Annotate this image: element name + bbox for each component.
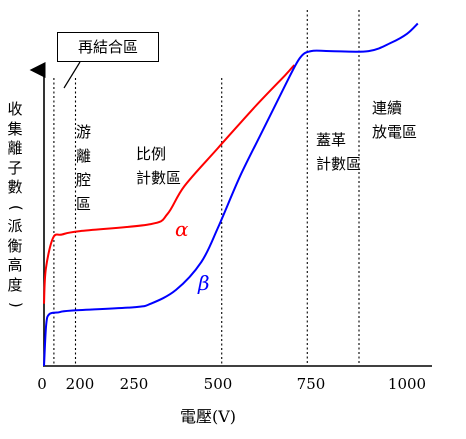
region-ionization-line-4: 區 — [76, 195, 92, 213]
series-lines — [43, 22, 419, 367]
x-tick-label: 250 — [120, 375, 149, 393]
x-tick-label: 200 — [66, 375, 95, 393]
region-ionization-line-2: 離 — [76, 147, 92, 165]
region-proportional-line-1: 比例 — [136, 145, 167, 163]
region-proportional-line-2: 計數區 — [136, 169, 182, 187]
x-tick-labels: 0 200 250 500 750 1000 — [37, 375, 426, 393]
x-tick-label: 750 — [297, 375, 326, 393]
region-ionization-line-1: 游 — [76, 123, 92, 141]
y-axis-label-char: ) — [6, 301, 25, 308]
x-tick-label: 1000 — [388, 375, 426, 393]
region-ionization-chamber: 游 離 腔 區 — [76, 120, 91, 216]
series-beta-line — [43, 22, 419, 367]
callout-pointer — [63, 61, 81, 89]
y-axis-label-char: 數 — [7, 178, 23, 196]
y-axis-label-char: 收 — [7, 100, 23, 118]
y-axis-label-char: 集 — [7, 119, 23, 138]
series-label-alpha: α — [175, 217, 189, 241]
region-continuous-line-1: 連續 — [372, 99, 403, 117]
x-tick-label: 0 — [37, 375, 47, 393]
y-axis-label: 收集離子數 ( 派衡高度) — [6, 100, 25, 315]
y-axis-label-char: 子 — [7, 158, 23, 177]
y-axis-label-char: 衡 — [7, 236, 23, 255]
region-geiger: 蓋革 計數區 — [316, 128, 361, 176]
y-axis-label-char: 度 — [7, 275, 23, 294]
y-axis-label-char: ( — [6, 204, 25, 211]
region-continuous-discharge: 連續 放電區 — [372, 96, 417, 144]
y-axis-label-char: 高 — [7, 256, 23, 274]
region-dividers — [53, 10, 360, 366]
region-continuous-line-2: 放電區 — [372, 123, 418, 141]
region-geiger-line-2: 計數區 — [316, 155, 362, 173]
recombination-region-callout: 再結合區 — [57, 32, 159, 62]
region-proportional: 比例 計數區 — [136, 142, 181, 190]
series-label-beta: β — [197, 271, 210, 295]
x-axis-label: 電壓(V) — [180, 407, 237, 426]
x-tick-label: 500 — [204, 375, 233, 393]
region-geiger-line-1: 蓋革 — [316, 131, 347, 149]
region-ionization-line-3: 腔 — [76, 171, 92, 189]
y-axis-label-char: 離 — [7, 139, 23, 157]
y-axis-label-char: 派 — [7, 217, 23, 235]
series-alpha-line — [43, 64, 296, 304]
